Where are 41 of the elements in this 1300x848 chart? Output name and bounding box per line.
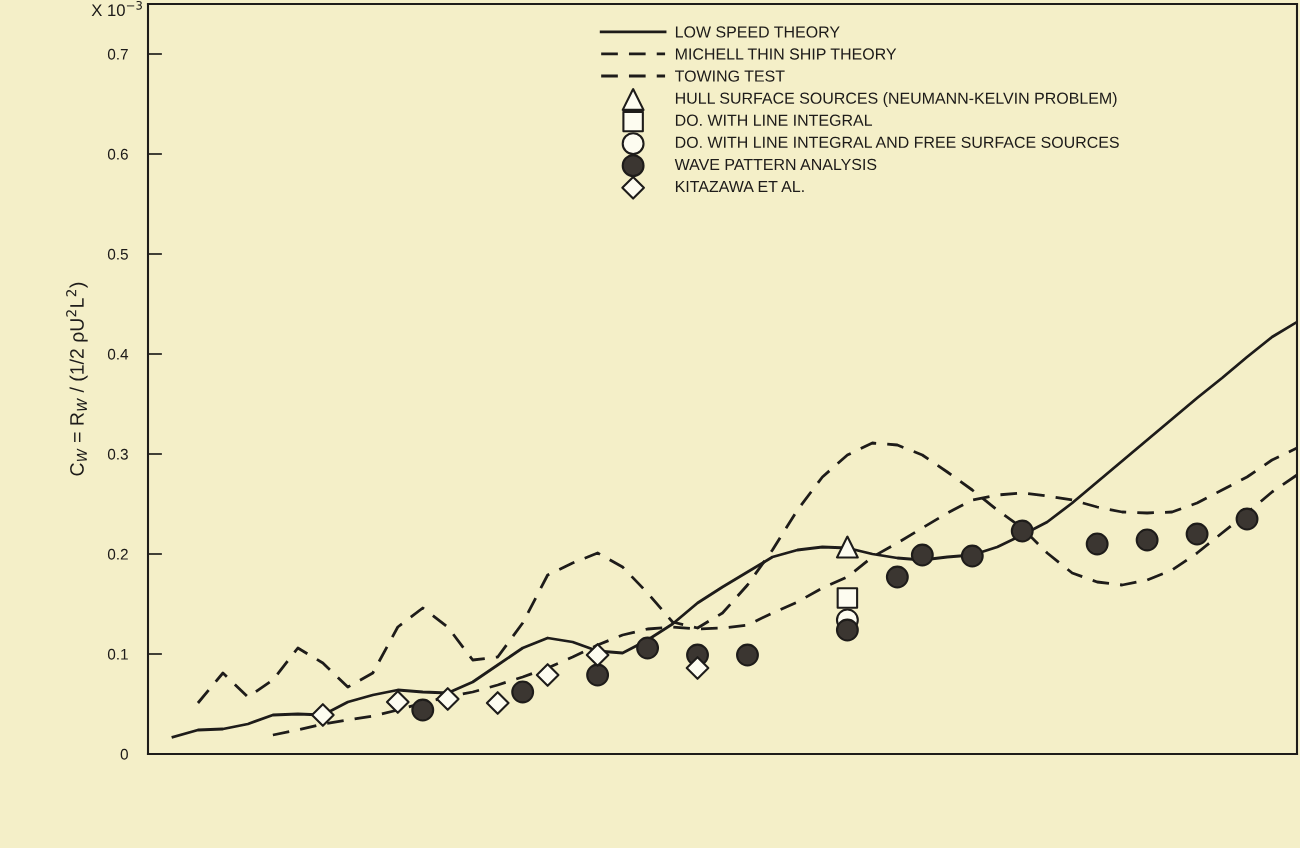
point <box>1185 522 1209 546</box>
y-tick-label: 0.4 <box>107 348 129 360</box>
legend-label: HULL SURFACE SOURCES (NEUMANN-KELVIN PROBLEM) <box>675 92 1117 107</box>
point <box>1085 532 1109 556</box>
legend-label: LOW SPEED THEORY <box>675 26 840 38</box>
point <box>910 543 934 567</box>
y-tick-label: 0.1 <box>107 648 128 660</box>
point <box>385 690 410 714</box>
point <box>1235 507 1259 531</box>
point <box>311 703 335 727</box>
legend-label: MICHELL THIN SHIP THEORY <box>675 48 897 60</box>
y-tick-label: 0.3 <box>107 448 128 460</box>
point <box>736 643 759 667</box>
y-tick-label: 0 <box>120 748 128 760</box>
point <box>835 535 859 559</box>
point <box>836 587 859 609</box>
point <box>685 656 710 680</box>
point <box>1135 528 1159 552</box>
point <box>586 663 610 687</box>
legend-label: WAVE PATTERN ANALYSIS <box>674 158 877 171</box>
point <box>885 565 909 589</box>
point <box>411 698 435 722</box>
text: X 10$^{−3}$ <box>91 0 142 17</box>
point <box>960 544 984 568</box>
y-tick-label: 0.7 <box>107 48 128 60</box>
point <box>535 663 560 687</box>
y-tick-label: 0.6 <box>107 148 128 160</box>
y-tick-label: 0.2 <box>107 548 128 560</box>
text: C$_{W}$ = R$_{W}$ / (1/2 ρU$^{2}$L$^{2}$) <box>66 282 88 476</box>
point <box>1010 519 1034 543</box>
legend-label: DO. WITH LINE INTEGRAL <box>675 114 873 126</box>
point <box>485 691 510 715</box>
point <box>511 680 535 704</box>
point <box>835 618 859 642</box>
point <box>585 643 610 667</box>
legend-label: DO. WITH LINE INTEGRAL AND FREE SURFACE SOURCES <box>675 136 1119 148</box>
y-tick-label: 0.5 <box>107 248 128 260</box>
legend-label: KITAZAWA ET AL. <box>675 181 804 192</box>
legend-label: TOWING TEST <box>675 70 785 82</box>
point <box>435 687 460 711</box>
point <box>636 636 660 660</box>
